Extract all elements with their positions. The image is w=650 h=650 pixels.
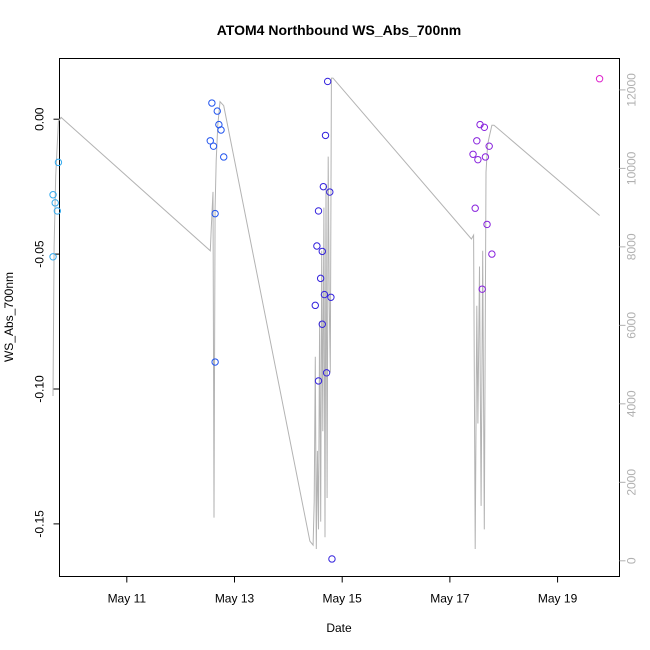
- data-point: [49, 253, 57, 261]
- y-tick-label: -0.10: [33, 375, 47, 403]
- secondary-series-line: [52, 77, 600, 550]
- x-tick-label: May 11: [108, 592, 147, 606]
- data-point: [469, 150, 477, 158]
- right-y-tick-label: 6000: [625, 312, 639, 339]
- data-point: [323, 77, 332, 86]
- right-y-tick-label: 12000: [625, 73, 639, 107]
- data-point: [213, 107, 221, 115]
- data-point: [471, 204, 479, 212]
- x-tick-label: May 17: [430, 592, 470, 606]
- y-tick-label: -0.15: [33, 510, 47, 538]
- data-point: [327, 293, 335, 301]
- x-axis-label: Date: [326, 621, 352, 635]
- data-point: [488, 250, 496, 258]
- right-y-tick-label: 10000: [625, 151, 639, 185]
- data-point: [320, 290, 329, 299]
- data-point: [51, 199, 59, 207]
- data-point: [211, 209, 219, 218]
- y-axis-label: WS_Abs_700nm: [2, 272, 16, 362]
- y-axis: 0.00 -0.05 -0.10 -0.15: [33, 107, 60, 538]
- data-point: [49, 191, 57, 199]
- data-point: [485, 142, 493, 150]
- data-points: [49, 75, 604, 563]
- data-point: [318, 320, 326, 328]
- data-point: [206, 137, 214, 145]
- data-point: [313, 242, 321, 250]
- data-point: [473, 137, 481, 145]
- x-axis: May 11 May 13 May 15 May 17 May 19: [108, 576, 578, 606]
- data-point: [208, 99, 216, 107]
- data-point: [319, 182, 328, 191]
- data-point: [326, 188, 334, 196]
- plot-frame: [59, 58, 620, 577]
- data-point: [314, 377, 323, 385]
- right-y-tick-label: 2000: [625, 469, 639, 496]
- data-point: [481, 153, 490, 161]
- data-point: [474, 155, 482, 164]
- data-point: [328, 555, 336, 563]
- data-point: [217, 126, 225, 134]
- data-point: [311, 301, 319, 310]
- data-point: [220, 153, 228, 161]
- chart-title: ATOM4 Northbound WS_Abs_700nm: [217, 22, 462, 38]
- right-y-tick-label: 4000: [625, 390, 639, 417]
- data-point: [322, 369, 331, 377]
- right-y-axis: 0 2000 4000 6000 8000 10000 12000: [619, 73, 639, 564]
- data-point: [483, 220, 491, 229]
- y-tick-label: -0.05: [33, 240, 47, 268]
- data-point: [316, 274, 325, 283]
- data-point: [321, 131, 330, 140]
- data-point: [595, 75, 604, 83]
- data-point: [480, 123, 489, 131]
- data-point: [53, 207, 62, 215]
- data-point: [318, 247, 326, 256]
- right-y-tick-label: 0: [625, 557, 639, 564]
- y-tick-label: 0.00: [33, 107, 47, 131]
- data-point: [211, 358, 219, 366]
- right-y-tick-label: 8000: [625, 233, 639, 260]
- data-point: [209, 142, 218, 150]
- data-point: [314, 207, 323, 215]
- x-tick-label: May 15: [323, 592, 363, 606]
- x-tick-label: May 19: [538, 592, 578, 606]
- data-point: [478, 285, 486, 293]
- data-point: [54, 158, 63, 167]
- x-tick-label: May 13: [215, 592, 255, 606]
